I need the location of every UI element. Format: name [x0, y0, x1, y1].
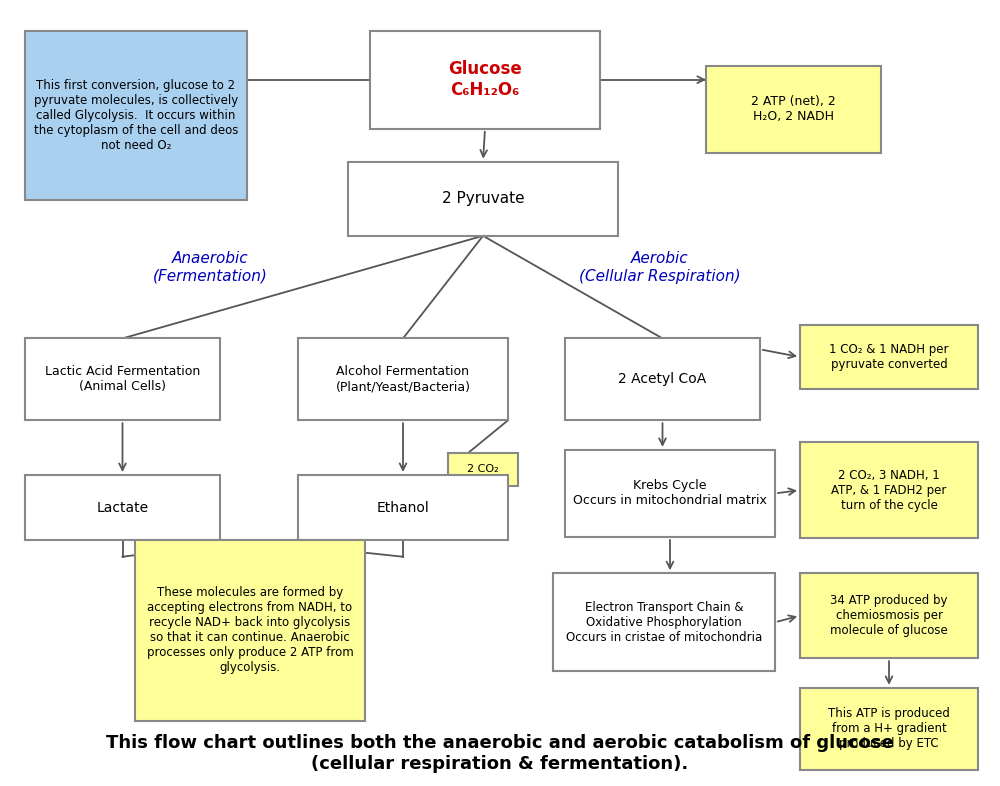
FancyBboxPatch shape [800, 573, 978, 659]
FancyBboxPatch shape [370, 31, 600, 129]
Text: Lactic Acid Fermentation
(Animal Cells): Lactic Acid Fermentation (Animal Cells) [45, 365, 200, 393]
FancyBboxPatch shape [706, 65, 881, 152]
FancyBboxPatch shape [348, 162, 618, 236]
Text: This flow chart outlines both the anaerobic and aerobic catabolism of glucose
(c: This flow chart outlines both the anaero… [106, 734, 894, 773]
Text: Lactate: Lactate [96, 501, 149, 515]
FancyBboxPatch shape [135, 541, 365, 721]
FancyBboxPatch shape [25, 475, 220, 541]
FancyBboxPatch shape [25, 339, 220, 421]
FancyBboxPatch shape [448, 453, 518, 486]
Text: 2 CO₂: 2 CO₂ [467, 465, 499, 475]
Text: This first conversion, glucose to 2
pyruvate molecules, is collectively
called G: This first conversion, glucose to 2 pyru… [34, 79, 238, 152]
Text: Krebs Cycle
Occurs in mitochondrial matrix: Krebs Cycle Occurs in mitochondrial matr… [573, 479, 767, 508]
Text: These molecules are formed by
accepting electrons from NADH, to
recycle NAD+ bac: These molecules are formed by accepting … [147, 586, 353, 674]
Text: 2 Acetyl CoA: 2 Acetyl CoA [618, 373, 707, 387]
Text: Alcohol Fermentation
(Plant/Yeast/Bacteria): Alcohol Fermentation (Plant/Yeast/Bacter… [336, 365, 471, 393]
FancyBboxPatch shape [553, 573, 775, 671]
FancyBboxPatch shape [800, 325, 978, 388]
Text: 2 CO₂, 3 NADH, 1
ATP, & 1 FADH2 per
turn of the cycle: 2 CO₂, 3 NADH, 1 ATP, & 1 FADH2 per turn… [831, 468, 947, 512]
FancyBboxPatch shape [298, 475, 508, 541]
FancyBboxPatch shape [298, 339, 508, 421]
Text: Aerobic
(Cellular Respiration): Aerobic (Cellular Respiration) [579, 252, 741, 284]
Text: Ethanol: Ethanol [377, 501, 429, 515]
Text: Glucose
C₆H₁₂O₆: Glucose C₆H₁₂O₆ [448, 61, 522, 99]
Text: 2 ATP (net), 2
H₂O, 2 NADH: 2 ATP (net), 2 H₂O, 2 NADH [751, 95, 836, 123]
FancyBboxPatch shape [565, 450, 775, 537]
Text: Electron Transport Chain &
Oxidative Phosphorylation
Occurs in cristae of mitoch: Electron Transport Chain & Oxidative Pho… [566, 601, 762, 644]
FancyBboxPatch shape [25, 31, 247, 200]
Text: 1 CO₂ & 1 NADH per
pyruvate converted: 1 CO₂ & 1 NADH per pyruvate converted [829, 343, 949, 371]
Text: This ATP is produced
from a H+ gradient
produced by ETC: This ATP is produced from a H+ gradient … [828, 707, 950, 750]
FancyBboxPatch shape [800, 442, 978, 538]
Text: 2 Pyruvate: 2 Pyruvate [442, 191, 524, 206]
FancyBboxPatch shape [565, 339, 760, 421]
FancyBboxPatch shape [800, 688, 978, 769]
Text: 34 ATP produced by
chemiosmosis per
molecule of glucose: 34 ATP produced by chemiosmosis per mole… [830, 594, 948, 637]
Text: Anaerobic
(Fermentation): Anaerobic (Fermentation) [153, 252, 267, 284]
